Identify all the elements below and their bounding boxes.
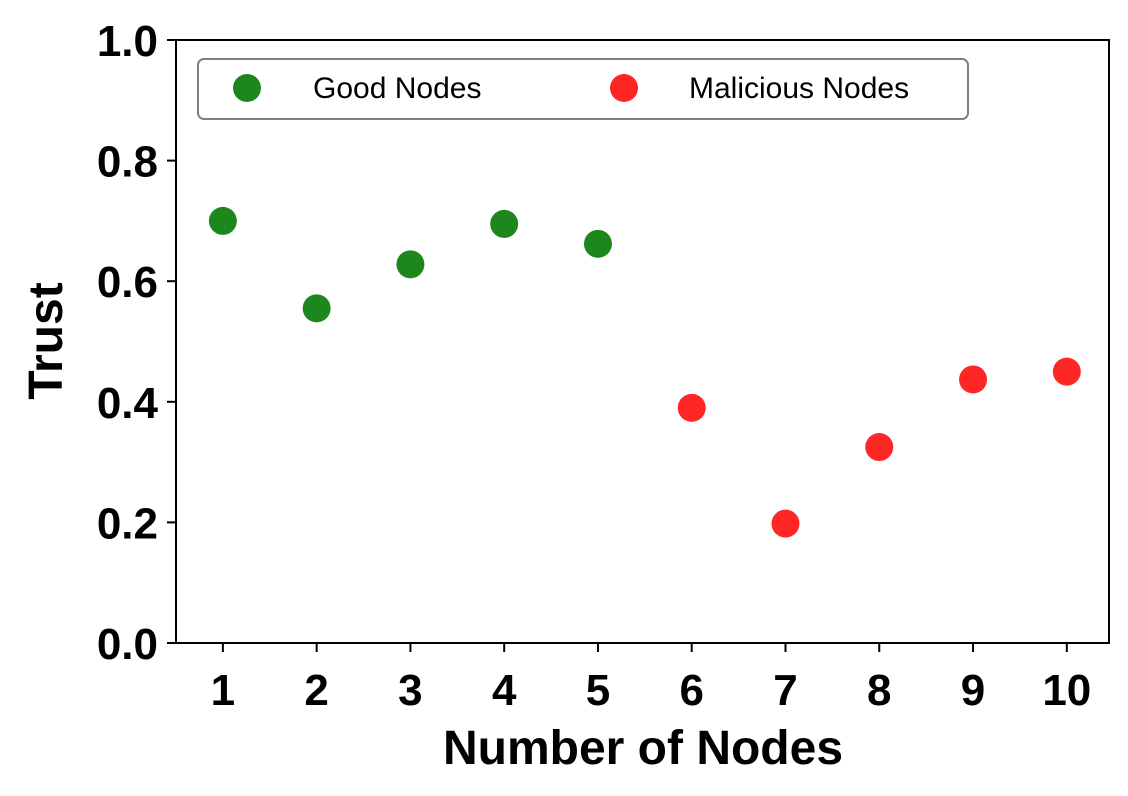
x-axis-label: Number of Nodes (443, 722, 843, 775)
legend: Good Nodes Malicious Nodes (197, 58, 969, 120)
x-tick-label: 8 (867, 666, 891, 715)
x-tick-label: 5 (586, 666, 610, 715)
point-good-nodes (208, 206, 237, 235)
y-tick-label: 0.4 (97, 379, 159, 428)
legend-label-good-nodes: Good Nodes (313, 72, 481, 105)
point-malicious-nodes (677, 393, 706, 422)
plot-area (175, 39, 1110, 644)
x-tick-label: 2 (304, 666, 328, 715)
x-tick-label: 6 (679, 666, 703, 715)
point-malicious-nodes (771, 509, 800, 538)
point-malicious-nodes (865, 433, 894, 462)
y-tick-label: 0.8 (97, 138, 158, 187)
point-good-nodes (583, 229, 612, 258)
y-tick-label: 0.6 (97, 258, 158, 307)
point-good-nodes (302, 294, 331, 323)
y-tick-label: 1.0 (97, 17, 158, 66)
x-tick-label: 4 (492, 666, 517, 715)
x-axis: 1 2 3 4 5 6 7 8 9 10 (211, 643, 1091, 715)
x-tick-label: 1 (211, 666, 235, 715)
point-malicious-nodes (959, 365, 988, 394)
y-axis-label: Trust (20, 282, 73, 399)
point-malicious-nodes (1052, 357, 1081, 386)
data-points (208, 206, 1081, 538)
point-good-nodes (490, 209, 519, 238)
x-tick-label: 10 (1042, 666, 1091, 715)
point-good-nodes (396, 250, 425, 279)
y-axis: 0.0 0.2 0.4 0.6 0.8 1.0 (97, 17, 176, 669)
legend-marker-good-nodes (233, 74, 261, 102)
legend-label-malicious-nodes: Malicious Nodes (689, 72, 909, 105)
x-tick-label: 9 (961, 666, 985, 715)
x-tick-label: 7 (773, 666, 797, 715)
y-tick-label: 0.2 (97, 499, 158, 548)
legend-marker-malicious-nodes (610, 74, 638, 102)
y-tick-label: 0.0 (97, 620, 158, 669)
x-tick-label: 3 (398, 666, 422, 715)
legend-box (197, 58, 969, 120)
